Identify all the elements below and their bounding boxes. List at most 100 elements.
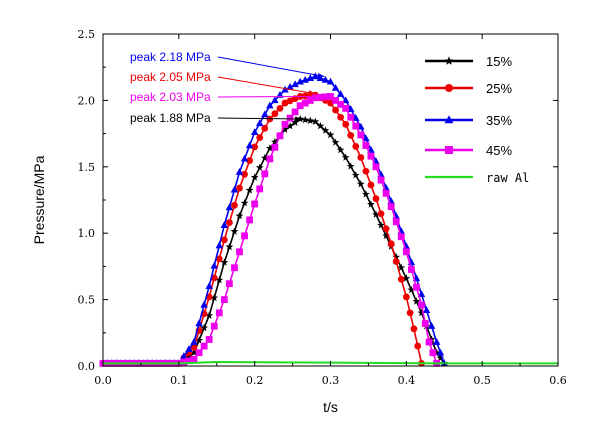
legend-label: raw Al [486,171,529,185]
data-point-triangle [210,261,218,269]
data-point-star [346,162,355,170]
data-point-circle [210,274,218,282]
data-point-star [271,137,279,146]
legend-label: 15% [486,54,512,69]
data-point-square [251,200,259,208]
data-point-triangle [185,345,193,352]
data-point-triangle [195,319,203,327]
data-point-star [336,145,345,154]
data-point-circle [402,293,410,301]
data-point-square [241,232,248,240]
legend-item: 35% [425,113,512,128]
data-point-square [332,97,339,104]
data-point-square [215,309,223,317]
data-point-square [296,102,304,110]
data-point-star [367,200,375,208]
data-point-star [341,153,350,161]
data-point-square [256,185,264,193]
legend-item: 45% [425,143,512,158]
data-point-triangle [271,96,279,104]
data-point-square [387,203,395,211]
data-point-star [321,126,330,134]
data-point-square [286,114,294,122]
data-point-triangle [432,338,441,345]
data-point-square [281,120,289,128]
plot-series-group [99,72,558,367]
data-point-star [412,297,421,305]
data-point-star [200,323,208,332]
data-point-square [377,176,385,184]
data-point-triangle [230,185,239,193]
data-point-circle [256,134,264,141]
data-point-star [372,210,380,218]
data-point-star [362,190,370,198]
data-point-square [382,189,390,197]
data-point-star [331,138,340,146]
data-point-circle [352,143,360,150]
data-point-star [397,263,406,272]
y-tick-label: 0.5 [78,294,96,307]
data-point-star [351,171,360,179]
data-point-triangle [281,85,289,93]
data-point-square [306,97,314,104]
data-point-triangle [240,154,249,162]
data-point-triangle [336,90,345,97]
data-point-triangle [266,101,274,109]
data-point-circle [332,106,339,114]
data-point-triangle [301,75,309,83]
data-point-circle [271,110,279,118]
y-tick-label: 1.5 [78,161,96,174]
data-point-square [205,336,213,343]
data-point-star [326,130,335,139]
data-point-circle [347,131,355,139]
data-point-star [402,274,411,282]
data-point-triangle [250,128,259,135]
data-point-star [432,348,441,357]
data-point-square [402,248,410,256]
peak-annotation-label: peak 2.18 MPa [130,50,211,64]
data-point-circle [367,181,375,189]
legend-label: 45% [486,143,512,158]
data-point-circle [215,255,223,263]
data-point-triangle [215,241,224,249]
data-point-triangle [261,110,269,118]
data-point-triangle [276,91,284,98]
data-point-star [250,173,259,181]
data-point-square [421,320,429,327]
data-point-triangle [316,74,325,81]
data-point-square [362,142,370,149]
data-point-triangle [417,290,426,298]
data-point-star [316,121,325,130]
peak-annotation-arrow [217,117,302,120]
data-point-square [357,131,365,139]
legend: 15% 25% 35% 45% raw Al [425,54,529,185]
data-point-star [306,116,315,125]
data-point-star [225,242,234,251]
data-point-star [235,211,244,220]
data-point-circle [246,157,254,165]
y-tick-label: 1.0 [78,227,96,240]
data-point-star [245,186,254,194]
x-tick-label: 0.3 [322,374,340,387]
data-point-square [392,218,400,226]
data-point-triangle [436,348,445,356]
peak-annotation-label: peak 2.05 MPa [130,70,211,84]
data-point-square [220,296,228,303]
data-point-star [281,125,289,133]
data-point-star [286,121,294,130]
axis-ticks-group: 0.0 0.1 0.2 0.3 0.4 0.5 0.6 0.0 0.5 1.0 1.5 2.0 2.5 [78,28,567,387]
data-point-triangle [362,134,370,142]
data-point-circle [362,167,370,175]
data-point-triangle [296,77,304,85]
data-point-star [240,199,249,207]
data-point-star [190,348,198,357]
x-tick-label: 0.1 [170,374,188,387]
data-point-circle [337,113,345,121]
data-point-triangle [255,119,264,127]
data-point-square [271,143,279,151]
y-tick-label: 0.0 [78,360,96,373]
data-point-square [322,93,329,101]
data-point-star [436,353,445,362]
